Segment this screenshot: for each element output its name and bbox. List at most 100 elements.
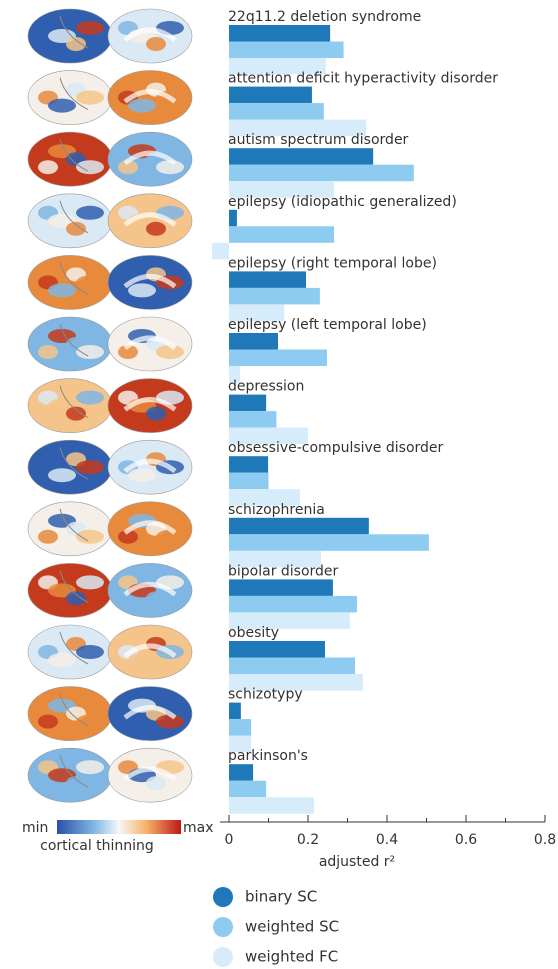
bar xyxy=(229,427,308,445)
category-label: epilepsy (idiopathic generalized) xyxy=(228,194,457,210)
brain-region xyxy=(66,591,86,606)
legend-label: weighted SC xyxy=(245,918,339,936)
brain-sulcus xyxy=(123,458,177,474)
brain-region xyxy=(128,468,156,483)
brain-region xyxy=(76,760,104,775)
bar xyxy=(229,780,267,798)
brain-region xyxy=(146,591,166,606)
brain-region xyxy=(76,714,104,729)
brain-region xyxy=(76,345,104,359)
brain-sulcus xyxy=(59,570,89,603)
bar xyxy=(229,579,333,596)
brain-sulcus xyxy=(123,89,177,104)
brain-sulcus xyxy=(59,755,89,788)
bar xyxy=(229,595,357,613)
brain-region xyxy=(146,221,166,236)
bar xyxy=(229,550,322,568)
bar xyxy=(229,86,312,104)
brain-sulcus xyxy=(123,150,177,166)
bar xyxy=(229,226,335,243)
bar xyxy=(229,119,367,137)
brain-sulcus xyxy=(123,766,177,782)
brain-region xyxy=(156,345,184,359)
brain-region xyxy=(76,205,104,220)
bar xyxy=(212,242,229,260)
brain-region xyxy=(48,653,76,667)
brain-region xyxy=(118,160,138,175)
x-tick-label: 0.6 xyxy=(455,832,477,848)
category-label: bipolar disorder xyxy=(228,563,339,579)
colorbar-label: cortical thinning xyxy=(40,838,154,854)
brain xyxy=(107,70,193,125)
x-tick-label: 0.4 xyxy=(376,832,398,848)
bar xyxy=(229,719,252,736)
brain-sulcus xyxy=(123,27,177,43)
category-label: autism spectrum disorder xyxy=(228,132,409,148)
brain-region xyxy=(146,406,166,421)
category-label: epilepsy (right temporal lobe) xyxy=(228,255,437,271)
brain-region xyxy=(76,390,104,405)
brain-region xyxy=(156,160,184,175)
brain-sulcus xyxy=(59,139,89,172)
brain-region xyxy=(76,90,104,105)
brain-region xyxy=(118,345,138,359)
brain-region xyxy=(38,160,58,175)
category-label: parkinson's xyxy=(228,748,308,764)
bar xyxy=(229,517,369,535)
bar xyxy=(229,164,414,182)
legend-swatch xyxy=(213,947,233,967)
bar xyxy=(229,58,326,75)
x-tick-label: 0.2 xyxy=(297,832,319,848)
bar xyxy=(229,702,241,720)
legend-swatch xyxy=(213,887,233,907)
colorbar-max: max xyxy=(183,820,214,836)
category-label: 22q11.2 deletion syndrome xyxy=(228,9,421,25)
legend-swatch xyxy=(213,917,233,937)
brain-sulcus xyxy=(59,385,89,419)
category-label: schizophrenia xyxy=(228,502,325,518)
bar xyxy=(229,735,252,753)
bar xyxy=(229,394,267,412)
bar xyxy=(229,797,314,814)
brain-region xyxy=(66,406,86,421)
bar xyxy=(229,612,350,629)
brain-sulcus xyxy=(59,262,89,295)
brain-sulcus xyxy=(123,705,177,720)
brain-region xyxy=(128,653,156,667)
bar xyxy=(229,366,241,383)
bar xyxy=(229,534,429,551)
brain-region xyxy=(146,776,166,791)
brain-sulcus xyxy=(123,581,177,597)
brain-region xyxy=(76,460,104,475)
brain-sulcus xyxy=(123,643,177,659)
bar xyxy=(229,456,269,473)
legend-label: binary SC xyxy=(245,888,317,906)
bar xyxy=(229,472,269,490)
brain-region xyxy=(76,275,104,290)
brain-region xyxy=(156,714,184,729)
bar xyxy=(229,41,344,58)
brain-sulcus xyxy=(59,508,89,542)
category-label: obesity xyxy=(228,625,279,641)
brain-sulcus xyxy=(123,212,177,227)
bar xyxy=(229,411,277,428)
brain-region xyxy=(128,283,156,298)
brain-sulcus xyxy=(59,200,89,234)
brain-region xyxy=(66,221,86,236)
bar xyxy=(229,148,374,165)
brain-sulcus xyxy=(59,323,89,357)
bar xyxy=(229,25,331,42)
brain-region xyxy=(66,776,86,791)
brain-region xyxy=(118,529,138,544)
bar xyxy=(229,349,327,366)
bar xyxy=(229,304,285,321)
brain-region xyxy=(48,283,76,298)
brain xyxy=(107,255,193,310)
colorbar-min: min xyxy=(22,820,48,836)
brain-sulcus xyxy=(59,15,89,49)
brain-region xyxy=(38,529,58,544)
brain-sulcus xyxy=(123,335,177,351)
bar xyxy=(229,287,320,305)
brain-region xyxy=(76,645,104,659)
